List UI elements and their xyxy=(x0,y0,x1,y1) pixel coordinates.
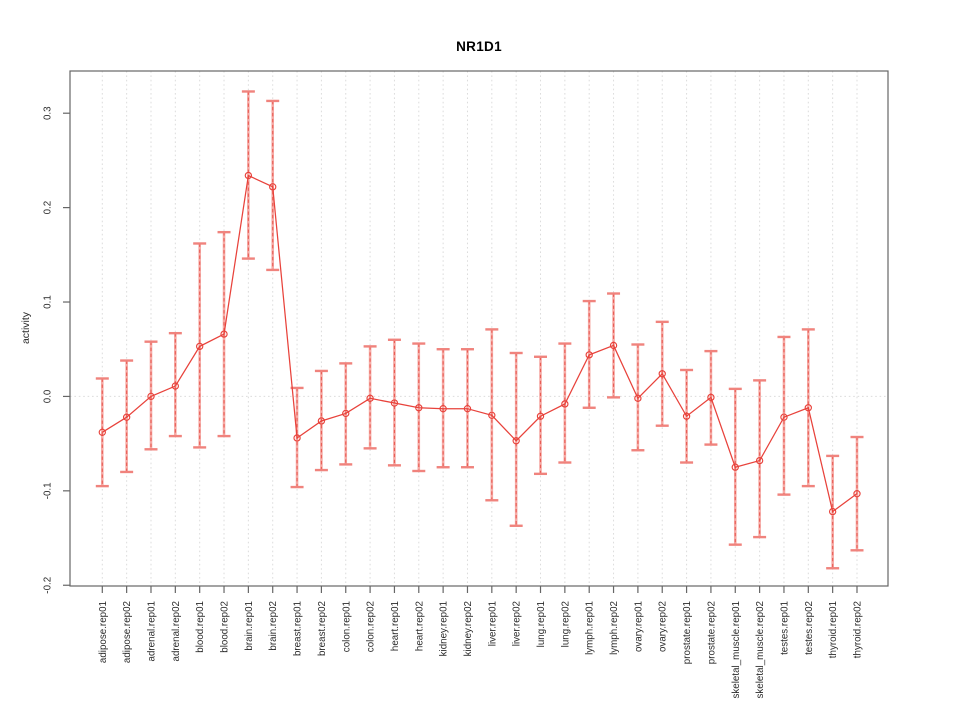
x-tick-label: skeletal_muscle.rep02 xyxy=(755,601,766,698)
x-tick-label: adrenal.rep02 xyxy=(171,601,182,661)
data-point xyxy=(220,330,228,338)
gridlines xyxy=(70,71,888,586)
data-point xyxy=(342,409,350,418)
data-point xyxy=(512,437,520,445)
y-tick-label: -0.1 xyxy=(43,482,54,499)
data-point xyxy=(804,404,812,412)
data-point xyxy=(439,405,447,413)
x-tick-label: ovary.rep01 xyxy=(633,601,644,652)
x-tick-label: prostate.rep02 xyxy=(706,601,717,664)
x-tick-label: liver.rep01 xyxy=(487,601,498,646)
x-tick-label: testes.rep02 xyxy=(804,601,815,655)
data-point xyxy=(536,412,545,420)
x-tick-label: brain.rep01 xyxy=(244,601,255,651)
x-tick-label: colon.rep02 xyxy=(366,601,377,652)
x-tick-label: colon.rep01 xyxy=(341,601,352,652)
data-point xyxy=(609,341,618,350)
y-tick-label: 0.0 xyxy=(43,389,54,403)
x-tick-label: lymph.rep02 xyxy=(609,601,620,655)
x-tick-label: heart.rep01 xyxy=(390,601,401,651)
data-point xyxy=(755,456,764,465)
data-point xyxy=(147,392,155,401)
data-point xyxy=(634,394,642,402)
data-point xyxy=(415,404,423,412)
x-tick-label: lung.rep01 xyxy=(536,601,547,647)
data-points xyxy=(98,171,861,516)
data-point xyxy=(853,489,861,498)
x-tick-label: kidney.rep02 xyxy=(463,601,474,656)
axis-tick-labels: 0.3 0.2 0.1 0.0 -0.1 -0.2 adipose.rep01 adipose… xyxy=(43,106,864,699)
x-tick-label: thyroid.rep01 xyxy=(828,601,839,658)
y-tick-label: 0.3 xyxy=(43,106,54,120)
error-bars xyxy=(95,90,864,570)
x-tick-label: adrenal.rep01 xyxy=(146,601,157,661)
data-point xyxy=(682,412,691,420)
data-point xyxy=(707,393,715,402)
data-point xyxy=(561,400,569,408)
data-point xyxy=(585,351,593,359)
x-tick-label: adipose.rep01 xyxy=(98,601,109,663)
x-tick-label: thyroid.rep02 xyxy=(852,601,863,658)
x-tick-label: prostate.rep01 xyxy=(682,601,693,664)
data-point xyxy=(366,394,374,402)
data-point xyxy=(98,428,106,436)
x-tick-label: ovary.rep02 xyxy=(658,601,669,652)
data-point xyxy=(196,342,204,351)
x-tick-label: breast.rep02 xyxy=(317,601,328,656)
x-tick-label: skeletal_muscle.rep01 xyxy=(731,601,742,698)
data-point xyxy=(122,413,131,421)
x-tick-label: adipose.rep02 xyxy=(122,601,133,663)
x-tick-label: blood.rep02 xyxy=(220,601,231,653)
plot-border xyxy=(69,70,889,587)
data-point xyxy=(244,171,253,180)
data-point xyxy=(658,370,666,378)
data-point xyxy=(171,382,180,390)
data-point xyxy=(828,507,837,516)
y-tick-label: -0.2 xyxy=(43,577,54,594)
x-tick-label: breast.rep01 xyxy=(293,601,304,656)
data-point xyxy=(293,434,301,442)
data-point xyxy=(317,417,326,425)
series-line xyxy=(101,174,858,513)
x-tick-label: lymph.rep01 xyxy=(585,601,596,655)
x-tick-label: kidney.rep01 xyxy=(439,601,450,656)
x-tick-label: blood.rep01 xyxy=(195,601,206,653)
axes xyxy=(63,70,889,593)
chart-title: NR1D1 xyxy=(456,39,502,54)
data-point xyxy=(488,411,496,419)
y-tick-label: 0.2 xyxy=(43,201,54,215)
data-point xyxy=(731,463,739,471)
x-tick-label: testes.rep01 xyxy=(779,601,790,655)
data-point xyxy=(390,399,399,407)
x-tick-label: lung.rep02 xyxy=(560,601,571,647)
x-tick-label: heart.rep02 xyxy=(414,601,425,651)
x-tick-label: brain.rep02 xyxy=(268,601,279,651)
data-point xyxy=(463,405,472,413)
data-point xyxy=(269,183,277,191)
y-tick-label: 0.1 xyxy=(43,295,54,309)
data-point xyxy=(780,413,788,421)
x-tick-label: liver.rep02 xyxy=(512,601,523,646)
